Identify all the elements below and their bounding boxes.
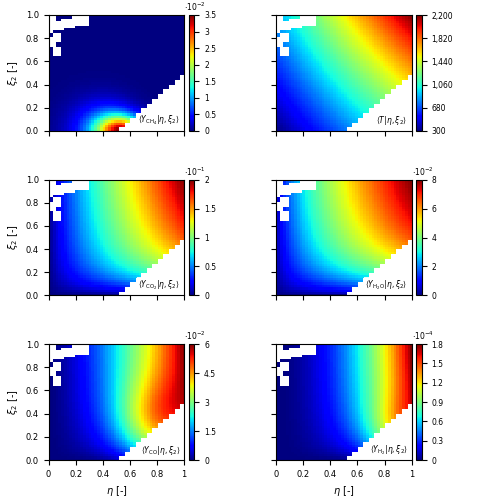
Text: $\cdot10^{-4}$: $\cdot10^{-4}$ (412, 330, 434, 342)
Y-axis label: $\xi_2$ [-]: $\xi_2$ [-] (6, 60, 20, 86)
Text: $\cdot10^{-2}$: $\cdot10^{-2}$ (184, 1, 206, 14)
Text: $\cdot10^{-2}$: $\cdot10^{-2}$ (184, 330, 206, 342)
Text: $\langle Y_{\mathrm{CO_2}}|\eta, \xi_2\rangle$: $\langle Y_{\mathrm{CO_2}}|\eta, \xi_2\r… (138, 278, 180, 292)
Text: $\langle T|\eta, \xi_2\rangle$: $\langle T|\eta, \xi_2\rangle$ (377, 114, 408, 128)
Text: $\langle Y_{\mathrm{H_2O}}|\eta, \xi_2\rangle$: $\langle Y_{\mathrm{H_2O}}|\eta, \xi_2\r… (365, 278, 408, 292)
Text: $\langle Y_{\mathrm{CH_4}}|\eta, \xi_2\rangle$: $\langle Y_{\mathrm{CH_4}}|\eta, \xi_2\r… (139, 114, 180, 128)
Y-axis label: $\xi_2$ [-]: $\xi_2$ [-] (6, 390, 20, 415)
X-axis label: $\eta$ [-]: $\eta$ [-] (333, 484, 355, 498)
Text: $\cdot10^{-2}$: $\cdot10^{-2}$ (412, 166, 433, 178)
Text: $\langle Y_{\mathrm{CO}}|\eta, \xi_2\rangle$: $\langle Y_{\mathrm{CO}}|\eta, \xi_2\ran… (141, 444, 180, 456)
Y-axis label: $\xi_2$ [-]: $\xi_2$ [-] (6, 224, 20, 250)
Text: $\langle Y_{\mathrm{H_2}}|\eta, \xi_2\rangle$: $\langle Y_{\mathrm{H_2}}|\eta, \xi_2\ra… (369, 443, 408, 456)
Text: $\cdot10^{-1}$: $\cdot10^{-1}$ (184, 166, 206, 178)
X-axis label: $\eta$ [-]: $\eta$ [-] (105, 484, 127, 498)
